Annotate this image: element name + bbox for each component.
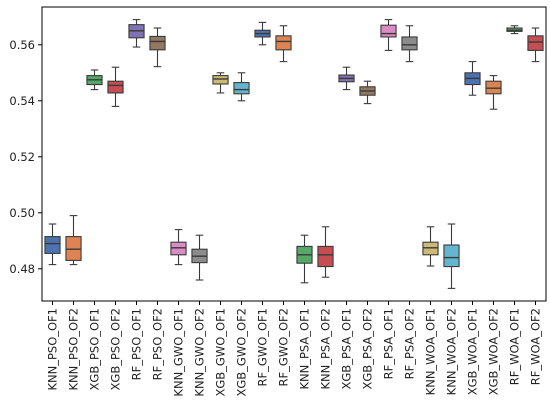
plot-frame bbox=[41, 6, 547, 302]
x-tick-label: RF_WOA_OF1 bbox=[508, 308, 522, 385]
box-knn-gwo-of2 bbox=[191, 234, 208, 281]
x-tick-label: KNN_PSA_OF2 bbox=[319, 308, 333, 390]
y-tick-label: 0.50 bbox=[9, 206, 35, 220]
x-tick-label: KNN_GWO_OF2 bbox=[193, 308, 207, 397]
y-tick-label: 0.54 bbox=[9, 94, 35, 108]
iqr-box bbox=[107, 80, 124, 94]
box-xgb-woa-of2 bbox=[485, 75, 502, 110]
x-tick-label: KNN_GWO_OF1 bbox=[172, 308, 186, 397]
y-tick-label: 0.52 bbox=[9, 150, 35, 164]
box-xgb-psa-of2 bbox=[359, 80, 376, 105]
iqr-box bbox=[275, 35, 292, 51]
box-rf-pso-of2 bbox=[149, 27, 166, 68]
x-tick-label: XGB_GWO_OF1 bbox=[214, 308, 228, 397]
box-xgb-pso-of2 bbox=[107, 66, 124, 107]
x-tick-label: RF_GWO_OF1 bbox=[256, 308, 270, 386]
x-tick-label: XGB_PSA_OF2 bbox=[361, 308, 375, 389]
box-rf-psa-of1 bbox=[380, 19, 397, 51]
x-tick-label: RF_PSO_OF1 bbox=[130, 308, 144, 380]
x-tick-label: XGB_PSO_OF1 bbox=[88, 308, 102, 390]
box-knn-gwo-of1 bbox=[170, 229, 187, 266]
x-tick-label: RF_PSA_OF2 bbox=[403, 308, 417, 379]
box-knn-psa-of1 bbox=[296, 234, 313, 284]
box-knn-woa-of2 bbox=[443, 223, 460, 289]
iqr-box bbox=[44, 236, 61, 254]
box-knn-psa-of2 bbox=[317, 226, 334, 278]
y-tick-label: 0.48 bbox=[9, 262, 35, 276]
box-rf-pso-of1 bbox=[128, 19, 145, 48]
box-xgb-pso-of1 bbox=[86, 69, 103, 91]
x-tick-label: RF_WOA_OF2 bbox=[529, 308, 543, 385]
iqr-box bbox=[149, 35, 166, 51]
boxes-layer bbox=[44, 19, 544, 289]
x-tick-label: RF_PSO_OF2 bbox=[151, 308, 165, 380]
y-tick-label: 0.56 bbox=[9, 38, 35, 52]
x-axis: KNN_PSO_OF1 KNN_PSO_OF2 XGB_PSO_OF1 XGB_PSO… bbox=[46, 301, 543, 397]
iqr-box bbox=[317, 245, 334, 268]
box-rf-gwo-of1 bbox=[254, 21, 271, 46]
box-knn-pso-of1 bbox=[44, 223, 61, 266]
iqr-box bbox=[212, 75, 229, 85]
box-xgb-gwo-of2 bbox=[233, 72, 250, 102]
iqr-box bbox=[401, 36, 418, 51]
box-knn-pso-of2 bbox=[65, 215, 82, 266]
x-tick-label: RF_PSA_OF1 bbox=[382, 308, 396, 379]
x-tick-label: XGB_PSO_OF2 bbox=[109, 308, 123, 390]
x-tick-label: XGB_PSA_OF1 bbox=[340, 308, 354, 389]
box-xgb-woa-of1 bbox=[464, 61, 481, 96]
y-axis: 0.48 0.50 0.52 0.54 0.56 bbox=[9, 38, 42, 276]
x-tick-label: XGB_WOA_OF2 bbox=[487, 308, 501, 395]
box-rf-woa-of2 bbox=[527, 27, 544, 63]
x-tick-label: KNN_WOA_OF2 bbox=[445, 308, 459, 395]
box-xgb-psa-of1 bbox=[338, 66, 355, 91]
x-tick-label: KNN_WOA_OF1 bbox=[424, 308, 438, 395]
box-knn-woa-of1 bbox=[422, 226, 439, 267]
x-tick-label: KNN_PSO_OF1 bbox=[46, 308, 60, 391]
iqr-box bbox=[380, 24, 397, 38]
x-tick-label: XGB_GWO_OF2 bbox=[235, 308, 249, 397]
box-xgb-gwo-of1 bbox=[212, 72, 229, 94]
x-tick-label: RF_GWO_OF2 bbox=[277, 308, 291, 386]
iqr-box bbox=[233, 82, 250, 95]
x-tick-label: KNN_PSA_OF1 bbox=[298, 308, 312, 390]
box-rf-gwo-of2 bbox=[275, 25, 292, 63]
x-tick-label: KNN_PSO_OF2 bbox=[67, 308, 81, 391]
iqr-box bbox=[527, 35, 544, 51]
x-tick-label: XGB_WOA_OF1 bbox=[466, 308, 480, 395]
iqr-box bbox=[443, 244, 460, 268]
box-rf-woa-of1 bbox=[506, 25, 523, 35]
box-rf-psa-of2 bbox=[401, 25, 418, 63]
